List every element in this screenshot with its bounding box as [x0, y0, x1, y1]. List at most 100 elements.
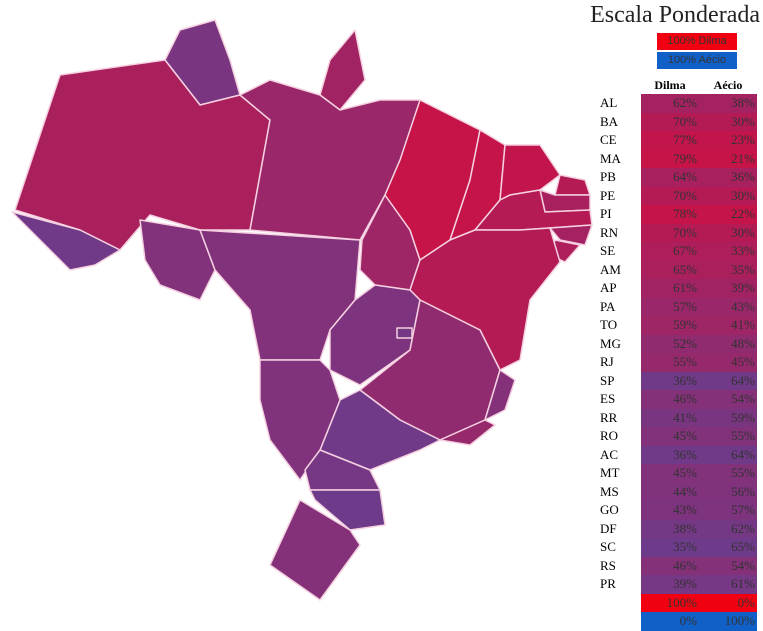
state — [329, 284, 421, 386]
state-label — [600, 594, 641, 613]
table-row: BA 70% 30% — [600, 112, 758, 131]
state-label: PA — [600, 298, 616, 314]
cell: 55% — [641, 353, 699, 372]
state-label: CE — [600, 132, 617, 147]
table-row: SE 67% 33% — [600, 242, 758, 261]
cell: 78% — [641, 205, 699, 224]
table-row: ES 46% 54% — [600, 390, 758, 409]
cell: 39% — [699, 279, 757, 298]
cell: 21% — [699, 149, 757, 168]
cell: 41% — [641, 408, 699, 427]
table-row: DF 38% 62% — [600, 519, 758, 538]
state — [554, 174, 591, 196]
cell: 64% — [641, 168, 699, 187]
state-label: RS — [600, 557, 616, 573]
state-label: TO — [600, 317, 618, 332]
table-row: MG 52% 48% — [600, 334, 758, 353]
cell: 54% — [699, 390, 757, 409]
table-row: MS 44% 56% — [600, 482, 758, 501]
cell: 36% — [641, 371, 699, 390]
state-label: RR — [600, 409, 618, 425]
cell: 0% — [641, 612, 699, 631]
cell: 43% — [699, 297, 757, 316]
table-header: Dilma Aécio — [600, 78, 758, 94]
table-row: PR 39% 61% — [600, 575, 758, 594]
cell: 70% — [641, 186, 699, 205]
table-row: RS 46% 54% — [600, 556, 758, 575]
title: Escala Ponderada — [590, 2, 760, 28]
cell: 0% — [699, 593, 757, 612]
state-label: RO — [600, 428, 619, 443]
cell: 45% — [641, 464, 699, 483]
state-label: MS — [600, 483, 619, 499]
state-label: SE — [600, 243, 616, 258]
table-row: SP 36% 64% — [600, 371, 758, 390]
header: Dilma — [654, 78, 686, 92]
cell: 30% — [699, 223, 757, 242]
header: Aécio — [713, 78, 743, 92]
table-row: CE 77% 23% — [600, 131, 758, 150]
cell: 41% — [699, 316, 757, 335]
table-row: PI 78% 22% — [600, 205, 758, 224]
state — [309, 489, 386, 531]
state-label: GO — [600, 502, 619, 517]
state-label: MG — [600, 335, 621, 351]
cell: 22% — [699, 205, 757, 224]
table-row: TO 59% 41% — [600, 316, 758, 335]
table-row: RJ 55% 45% — [600, 353, 758, 372]
cell: 33% — [699, 242, 757, 261]
table: Dilma Aécio AL 62% 38% BA 70% 30% CE 77% 23% MA 79… — [600, 78, 758, 631]
state — [484, 369, 516, 421]
table-row: 100% 0% — [600, 593, 758, 613]
state — [269, 499, 361, 601]
cell: 79% — [641, 149, 699, 168]
state-label: PR — [600, 576, 616, 591]
cell: 70% — [641, 223, 699, 242]
cell: 38% — [699, 94, 757, 113]
table-row: AL 62% 38% — [600, 94, 758, 113]
table-row: PE 70% 30% — [600, 186, 758, 205]
cell: 48% — [699, 334, 757, 353]
cell: 36% — [699, 168, 757, 187]
state-label: AL — [600, 95, 618, 110]
cell: 57% — [699, 501, 757, 520]
cell: 100% — [699, 612, 757, 631]
state-label: MT — [600, 465, 620, 480]
table-row: RN 70% 30% — [600, 223, 758, 242]
table-row: RO 45% 55% — [600, 427, 758, 446]
cell: 77% — [641, 131, 699, 150]
table-row: RR 41% 59% — [600, 408, 758, 427]
table-row: PB 64% 36% — [600, 168, 758, 187]
cell: 23% — [699, 131, 757, 150]
table-row: AM 65% 35% — [600, 260, 758, 279]
table-row: PA 57% 43% — [600, 297, 758, 316]
cell: 65% — [699, 538, 757, 557]
table-row: MT 45% 55% — [600, 464, 758, 483]
cell: 55% — [699, 427, 757, 446]
state-label: MA — [600, 150, 621, 166]
cell: 65% — [641, 260, 699, 279]
state-label: RN — [600, 224, 619, 240]
table-body: AL 62% 38% BA 70% 30% CE 77% 23% MA 79% 21% PB 64% 36%… — [600, 94, 758, 631]
map — [11, 19, 593, 601]
cell: 30% — [699, 186, 757, 205]
cell: 62% — [641, 94, 699, 113]
state-label: PE — [600, 187, 616, 203]
table-row: AC 36% 64% — [600, 445, 758, 464]
cell: 52% — [641, 334, 699, 353]
state — [549, 224, 593, 246]
state-label: SC — [600, 539, 616, 554]
table-row: 0% 100% — [600, 612, 758, 631]
state-label: AC — [600, 446, 619, 462]
cell: 45% — [641, 427, 699, 446]
cell: 36% — [641, 445, 699, 464]
cell: 38% — [641, 519, 699, 538]
cell: 62% — [699, 519, 757, 538]
cell: 64% — [699, 371, 757, 390]
cell: 54% — [699, 556, 757, 575]
cell: 70% — [641, 112, 699, 131]
state-label — [600, 612, 641, 631]
table-row: AP 61% 39% — [600, 279, 758, 298]
cell: 61% — [699, 575, 757, 594]
